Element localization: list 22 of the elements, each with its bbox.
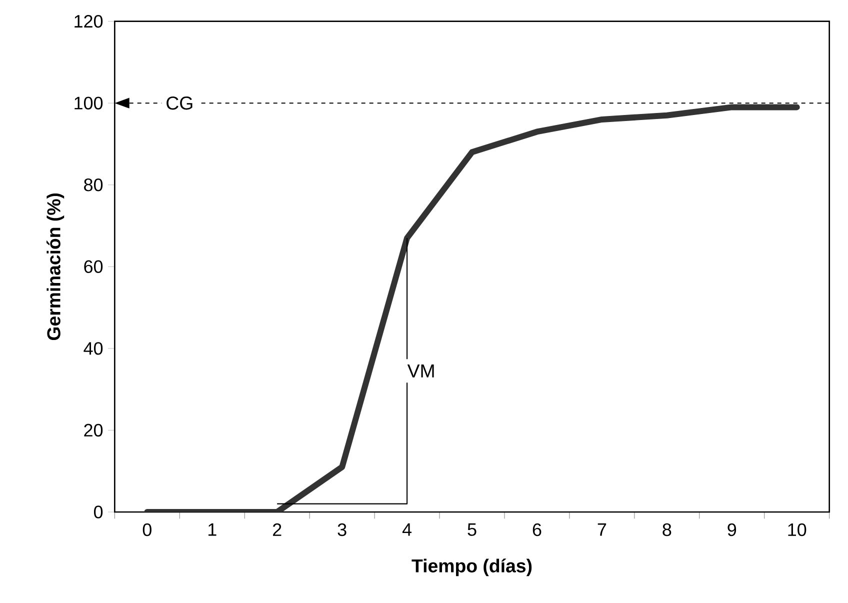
y-tick-label: 40 [84, 342, 103, 355]
x-tick-label: 3 [338, 524, 346, 536]
y-tick-label: 0 [94, 506, 103, 519]
x-tick-label: 7 [598, 524, 606, 536]
x-tick-label: 0 [142, 524, 152, 536]
y-tick-label: 60 [84, 260, 103, 274]
annotation: VM [407, 364, 434, 378]
ref-line-label: CG [166, 96, 192, 110]
x-tick-label: 5 [468, 524, 476, 536]
x-tick-label: 1 [208, 524, 216, 536]
x-axis-title: Tiempo (días) [412, 558, 532, 576]
x-tick-label: 2 [272, 524, 282, 536]
y-tick-label: 20 [84, 424, 103, 437]
x-tick-label: 8 [662, 524, 672, 536]
y-tick-label: 100 [74, 96, 103, 110]
y-tick-label: 120 [74, 15, 103, 28]
y-axis-title: Germinación (%) [46, 194, 64, 340]
x-tick-label: 4 [402, 524, 412, 536]
x-tick-label: 10 [788, 524, 806, 536]
x-tick-label: 6 [532, 524, 542, 536]
x-tick-label: 9 [728, 524, 736, 536]
y-tick-label: 80 [84, 178, 103, 192]
